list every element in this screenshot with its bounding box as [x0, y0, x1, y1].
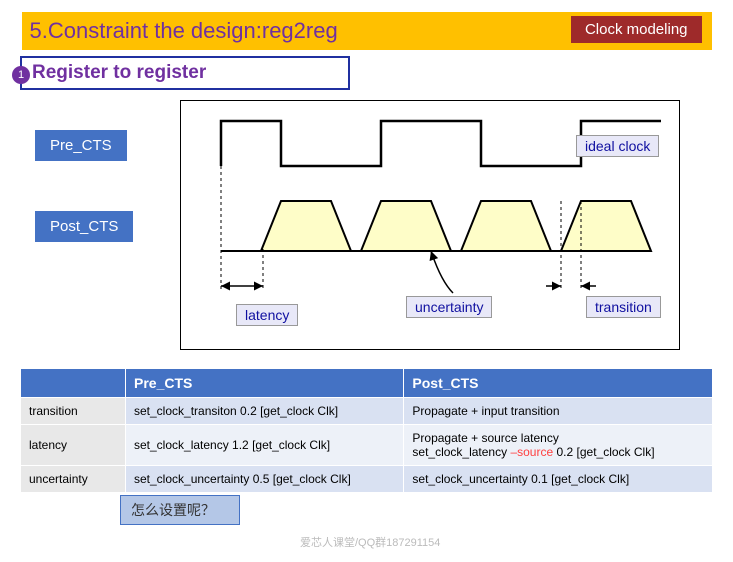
- slide-title: 5.Constraint the design:reg2reg: [30, 18, 338, 44]
- footer-question: 怎么设置呢？: [120, 495, 240, 525]
- table-row: latency set_clock_latency 1.2 [get_clock…: [21, 425, 713, 466]
- table-row: uncertainty set_clock_uncertainty 0.5 [g…: [21, 466, 713, 493]
- pre-cts-button: Pre_CTS: [35, 130, 127, 161]
- subtitle-text: Register to register: [32, 62, 206, 83]
- row-header-uncertainty: uncertainty: [21, 466, 126, 493]
- bullet-number: 1: [12, 66, 30, 84]
- table-header-row: Pre_CTS Post_CTS: [21, 369, 713, 398]
- col-post-cts: Post_CTS: [404, 369, 713, 398]
- col-pre-cts: Pre_CTS: [126, 369, 404, 398]
- cell-post-latency: Propagate + source latency set_clock_lat…: [404, 425, 713, 466]
- table-corner: [21, 369, 126, 398]
- row-header-latency: latency: [21, 425, 126, 466]
- row-header-transition: transition: [21, 398, 126, 425]
- cell-pre-latency: set_clock_latency 1.2 [get_clock Clk]: [126, 425, 404, 466]
- clock-diagram: ideal clock latency uncertainty transiti…: [180, 100, 680, 350]
- cell-pre-transition: set_clock_transiton 0.2 [get_clock Clk]: [126, 398, 404, 425]
- cell-post-transition: Propagate + input transition: [404, 398, 713, 425]
- header-badge: Clock modeling: [571, 16, 702, 43]
- left-button-column: Pre_CTS Post_CTS: [0, 100, 180, 350]
- slide-header: 5.Constraint the design:reg2reg Clock mo…: [22, 12, 712, 50]
- subtitle-box: 1 Register to register: [20, 56, 350, 90]
- post-cts-button: Post_CTS: [35, 211, 133, 242]
- cell-pre-uncertainty: set_clock_uncertainty 0.5 [get_clock Clk…: [126, 466, 404, 493]
- ideal-clock-label: ideal clock: [576, 135, 659, 157]
- real-clock-wave: [221, 201, 651, 251]
- cell-post-uncertainty: set_clock_uncertainty 0.1 [get_clock Clk…: [404, 466, 713, 493]
- table-row: transition set_clock_transiton 0.2 [get_…: [21, 398, 713, 425]
- constraints-table: Pre_CTS Post_CTS transition set_clock_tr…: [20, 368, 713, 493]
- watermark: 爱芯人课堂/QQ群187291154: [300, 534, 440, 550]
- latency-label: latency: [236, 304, 298, 326]
- uncertainty-arrow: [431, 251, 453, 293]
- transition-label: transition: [586, 296, 661, 318]
- uncertainty-label: uncertainty: [406, 296, 492, 318]
